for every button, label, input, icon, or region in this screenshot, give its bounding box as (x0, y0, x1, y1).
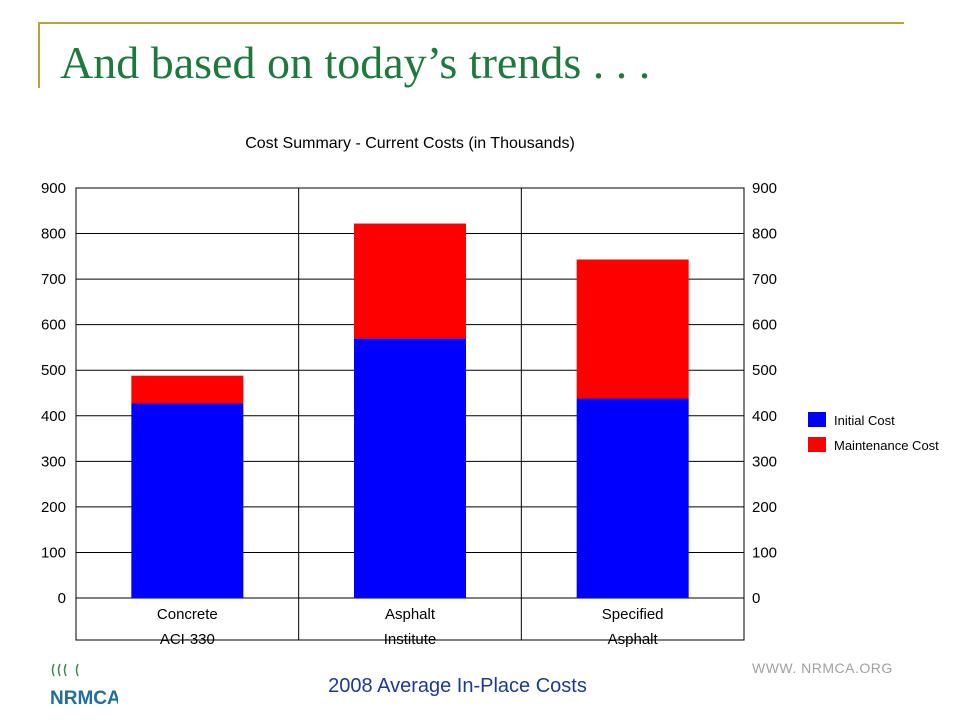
y-tick-right-900: 900 (752, 180, 777, 197)
y-tick-left-500: 500 (41, 362, 66, 379)
y-tick-left-0: 0 (58, 590, 66, 607)
category-label-2-line1: Specified (602, 606, 664, 623)
y-tick-left-100: 100 (41, 544, 66, 561)
category-label-0-line1: Concrete (157, 606, 218, 623)
slide-title: And based on today’s trends . . . (60, 37, 651, 88)
y-tick-right-300: 300 (752, 453, 777, 470)
bar-initial-cost-0 (131, 403, 244, 598)
y-tick-right-200: 200 (752, 499, 777, 516)
category-label-1-line1: Asphalt (385, 606, 436, 623)
y-tick-left-800: 800 (41, 226, 66, 243)
nrmca-logo: NRMCA (50, 663, 118, 709)
title-frame-top (38, 22, 904, 24)
legend-swatch-0 (808, 412, 826, 427)
bar-initial-cost-2 (576, 398, 689, 598)
y-tick-right-400: 400 (752, 408, 777, 425)
legend-label-1: Maintenance Cost (834, 438, 939, 453)
category-label-1-line2: Institute (384, 631, 437, 648)
chart-caption: 2008 Average In-Place Costs (328, 675, 587, 697)
title-frame-left (38, 22, 40, 88)
y-tick-left-700: 700 (41, 271, 66, 288)
y-tick-right-800: 800 (752, 226, 777, 243)
plot-frame (75, 187, 745, 641)
y-tick-left-600: 600 (41, 317, 66, 334)
bar-maintenance-cost-2 (576, 259, 689, 399)
category-label-2-line2: Asphalt (608, 631, 659, 648)
svg-text:NRMCA: NRMCA (50, 688, 118, 709)
y-tick-right-100: 100 (752, 544, 777, 561)
chart-title: Cost Summary - Current Costs (in Thousan… (245, 135, 575, 152)
y-tick-right-0: 0 (752, 590, 760, 607)
y-tick-left-900: 900 (41, 180, 66, 197)
bar-maintenance-cost-0 (131, 375, 244, 404)
y-tick-left-300: 300 (41, 453, 66, 470)
website-url: WWW. NRMCA.ORG (752, 660, 893, 676)
y-tick-left-200: 200 (41, 499, 66, 516)
y-tick-right-500: 500 (752, 362, 777, 379)
legend-swatch-1 (808, 437, 826, 452)
y-tick-left-400: 400 (41, 408, 66, 425)
y-tick-right-600: 600 (752, 317, 777, 334)
bar-maintenance-cost-1 (354, 223, 466, 339)
bar-initial-cost-1 (354, 338, 466, 598)
y-tick-right-700: 700 (752, 271, 777, 288)
legend-label-0: Initial Cost (834, 413, 895, 428)
category-label-0-line2: ACI-330 (160, 631, 215, 648)
chart: Cost Summary - Current Costs (in Thousan… (41, 135, 939, 648)
